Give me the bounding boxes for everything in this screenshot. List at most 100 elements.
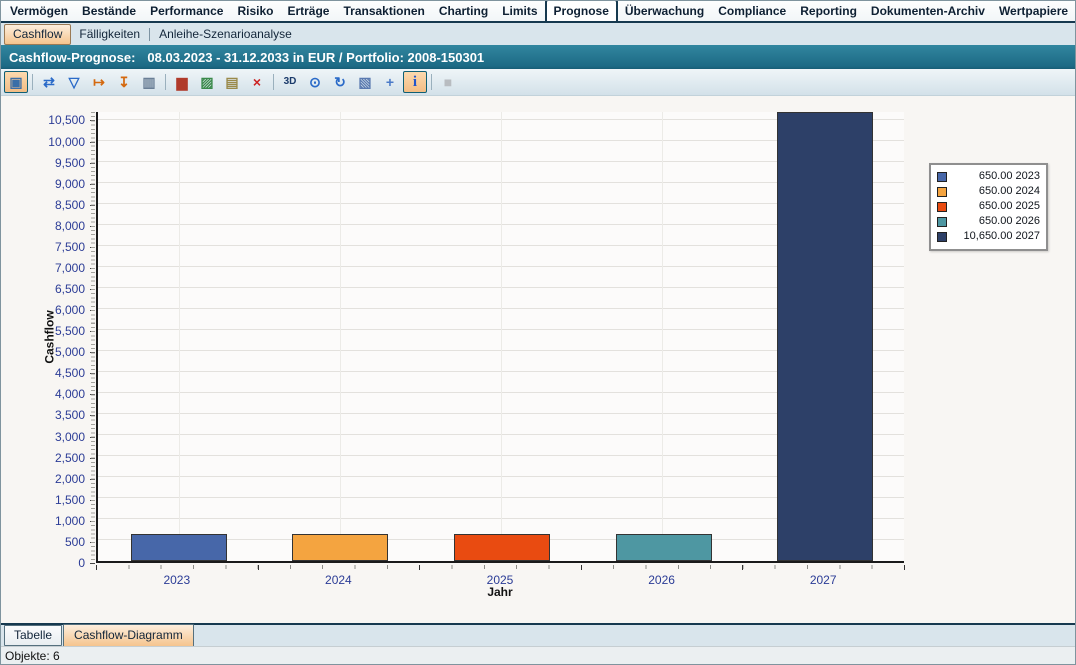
tab-performance[interactable]: Performance: [150, 4, 224, 18]
placeholder-button: ■: [436, 71, 460, 93]
zoom-icon: ⊙: [309, 74, 321, 90]
y-tick-label: 7,500: [54, 239, 85, 254]
y-tick-label: 1,000: [54, 513, 85, 528]
gridline-vertical: [501, 112, 502, 561]
x-tick-mark: [96, 565, 97, 570]
x-tick-mark: [257, 565, 259, 570]
sub-tabbar: Cashflow Fälligkeiten Anleihe-Szenarioanal…: [1, 23, 1075, 45]
refresh-icon: ⇄: [43, 74, 55, 90]
bar-2027[interactable]: [777, 112, 874, 561]
y-tick-label: 9,000: [54, 176, 85, 191]
tab-vermögen[interactable]: Vermögen: [10, 4, 69, 18]
rotate-icon: ↻: [334, 74, 346, 90]
x-tick-mark: [580, 565, 582, 570]
toolbar-separator: [273, 74, 274, 90]
status-objects-count: Objekte: 6: [5, 648, 60, 663]
legend-item: 10,650.00 2027: [937, 229, 1040, 244]
bar-2026[interactable]: [615, 533, 712, 561]
image-chart-button[interactable]: ▨: [195, 71, 219, 93]
x-tick-mark: [742, 565, 744, 570]
y-tick-label: 6,500: [54, 282, 85, 297]
x-category-label: 2023: [163, 573, 191, 587]
bar-2025[interactable]: [454, 533, 550, 561]
view-title-label: Cashflow-Prognose:: [9, 49, 136, 65]
legend-swatch: [937, 231, 947, 242]
report-document-icon: ▤: [225, 74, 239, 90]
crosshair-button[interactable]: +: [378, 71, 402, 93]
chart-toolbar: ▣ ⇄ ▽ ↦ ↧ ▥ ▆ ▨ ▤ × 3D ⊙ ↻ ▧ + i ■: [1, 69, 1075, 96]
tab-dokumenten-archiv[interactable]: Dokumenten-Archiv: [870, 4, 985, 18]
y-tick-label: 9,500: [54, 155, 85, 170]
delete-button[interactable]: ×: [245, 71, 269, 93]
tab-überwachung[interactable]: Überwachung: [624, 4, 705, 18]
y-tick-label: 5,000: [54, 345, 85, 360]
info-icon: i: [412, 73, 418, 90]
toolbar-separator: [431, 74, 432, 90]
y-tick-label: 8,500: [54, 197, 85, 212]
y-tick-label: 5,500: [54, 324, 85, 339]
tab-wertpapiere[interactable]: Wertpapiere: [998, 4, 1069, 18]
tab-limits[interactable]: Limits: [502, 4, 538, 18]
3d-view-button[interactable]: 3D: [278, 71, 302, 93]
status-bar: Objekte: 6: [1, 646, 1075, 664]
crosshair-icon: +: [385, 74, 395, 90]
view-title-range: 08.03.2023 - 31.12.2033 in EUR / Portfol…: [147, 49, 485, 65]
fit-chart-icon: ▣: [9, 74, 23, 90]
legend-swatch: [937, 201, 947, 212]
legend-item: 650.00 2024: [937, 184, 1040, 199]
x-tick-mark: [419, 565, 421, 570]
tab-risiko[interactable]: Risiko: [237, 4, 274, 18]
shift-right-button[interactable]: ↦: [87, 71, 111, 93]
x-category-label: 2026: [648, 573, 675, 587]
x-category-label: 2025: [486, 573, 514, 587]
legend-swatch: [937, 171, 947, 182]
tab-bestände[interactable]: Bestände: [82, 4, 137, 18]
tab-transaktionen[interactable]: Transaktionen: [343, 4, 425, 18]
gridline-vertical: [178, 112, 180, 561]
drill-down-button[interactable]: ↧: [112, 71, 136, 93]
legend-swatch: [937, 216, 947, 227]
bar-2024[interactable]: [292, 533, 389, 561]
rotate-button[interactable]: ↻: [328, 71, 352, 93]
filter-settings-button[interactable]: ▽: [62, 71, 86, 93]
tab-reporting[interactable]: Reporting: [800, 4, 857, 18]
plot-area: [96, 112, 904, 563]
info-button[interactable]: i: [403, 71, 427, 93]
y-tick-label: 2,000: [54, 471, 85, 486]
tab-erträge[interactable]: Erträge: [287, 4, 330, 18]
tab-compliance[interactable]: Compliance: [718, 4, 787, 18]
legend-label: 650.00 2025: [978, 200, 1040, 212]
tab-prognose[interactable]: Prognose: [544, 1, 618, 21]
subtab-anleihe-szenarioanalyse[interactable]: Anleihe-Szenarioanalyse: [159, 26, 292, 41]
refresh-button[interactable]: ⇄: [37, 71, 61, 93]
bottom-tab-cashflow-diagramm[interactable]: Cashflow-Diagramm: [63, 624, 194, 647]
legend-item: 650.00 2023: [937, 169, 1040, 184]
legend-item: 650.00 2026: [937, 214, 1040, 229]
export-image-icon: ▧: [358, 74, 372, 90]
report-document-button[interactable]: ▤: [220, 71, 244, 93]
statistics-button[interactable]: ▥: [137, 71, 161, 93]
y-tick-label: 3,000: [54, 429, 85, 444]
fit-chart-button[interactable]: ▣: [4, 71, 28, 93]
export-image-button[interactable]: ▧: [353, 71, 377, 93]
zoom-button[interactable]: ⊙: [303, 71, 327, 93]
y-tick-mark: [90, 563, 95, 564]
gridline-vertical: [339, 112, 341, 561]
x-axis-title: Jahr: [487, 585, 513, 599]
x-category-label: 2027: [809, 573, 837, 587]
y-tick-label: 3,500: [54, 408, 85, 423]
bar-2023[interactable]: [130, 533, 227, 561]
x-tick-mark: [904, 565, 905, 570]
legend-label: 10,650.00 2027: [963, 230, 1040, 242]
subtab-cashflow[interactable]: Cashflow: [4, 23, 72, 45]
legend-label: 650.00 2024: [978, 185, 1040, 197]
bottom-tab-tabelle[interactable]: Tabelle: [4, 625, 63, 646]
y-tick-label: 8,000: [54, 218, 85, 233]
subtab-fälligkeiten[interactable]: Fälligkeiten: [79, 26, 141, 41]
tab-charting[interactable]: Charting: [438, 4, 489, 18]
legend-label: 650.00 2023: [978, 170, 1040, 182]
statistics-icon: ▥: [142, 74, 156, 90]
bar-chart-button[interactable]: ▆: [170, 71, 194, 93]
y-tick-label: 1,500: [54, 492, 85, 507]
